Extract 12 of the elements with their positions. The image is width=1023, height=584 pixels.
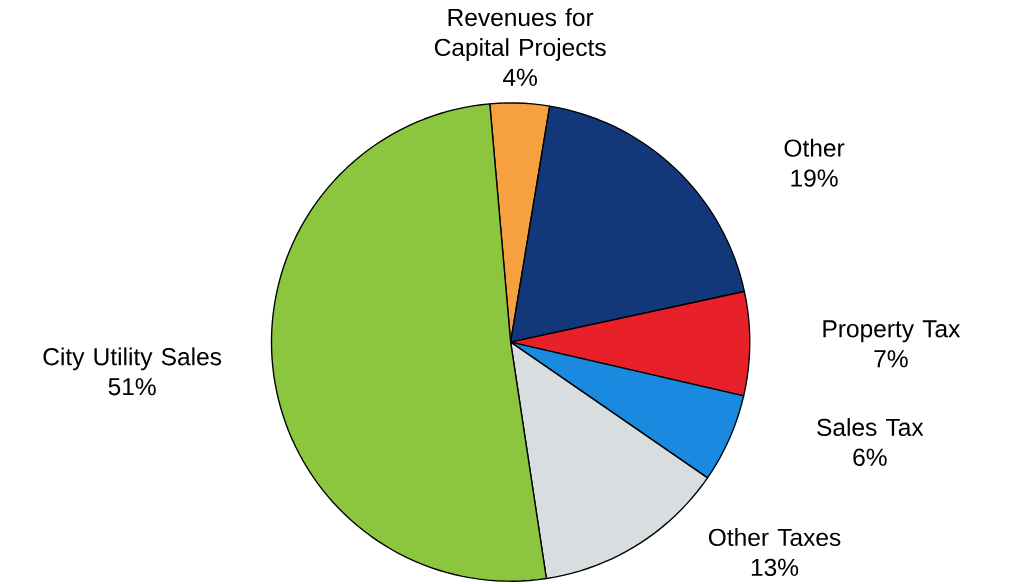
slice-label: Property Tax (823, 320, 961, 343)
data-label: 4% (502, 68, 537, 86)
data-label: 13% (751, 558, 799, 576)
data-label: 6% (853, 448, 887, 466)
data-label: 51% (108, 378, 156, 396)
slice-label: Other Taxes (708, 527, 841, 546)
slice-label: Revenues for Capital Projects (434, 8, 606, 61)
slice-label: Other (784, 138, 845, 157)
data-label: 19% (791, 169, 838, 187)
data-label: 7% (874, 350, 908, 368)
slice-label: Sales Tax (817, 417, 924, 436)
slice-label: City Utility Sales (43, 347, 222, 371)
